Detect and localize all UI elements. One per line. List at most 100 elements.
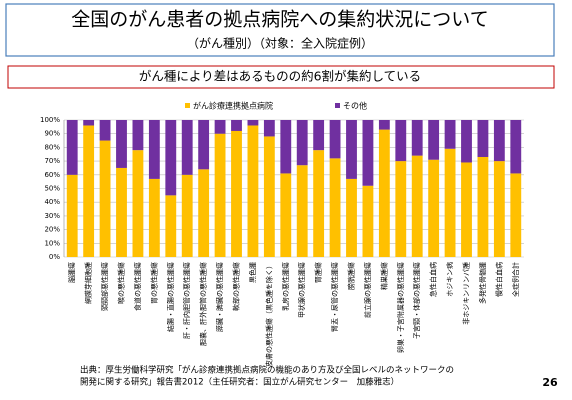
- bar-segment: [461, 162, 472, 257]
- legend-label: がん診療連携拠点病院: [193, 101, 273, 111]
- bar-segment: [83, 120, 95, 126]
- y-tick-label: 40%: [44, 198, 60, 206]
- bar-segment: [313, 150, 325, 257]
- bar-segment: [263, 136, 275, 257]
- bar-segment: [165, 120, 177, 196]
- x-tick-label: 膀胱腫瘍: [347, 262, 356, 290]
- x-tick-label: 慢性白血病: [494, 262, 503, 297]
- bar-segment: [231, 120, 242, 131]
- bar-segment: [329, 120, 341, 159]
- bar-segment: [444, 120, 456, 149]
- bar-segment: [493, 161, 505, 257]
- bar-segment: [362, 185, 374, 257]
- x-tick-label: 腎腫瘍: [314, 262, 323, 283]
- x-tick-label: 軟部の悪性腫瘍: [232, 262, 241, 311]
- title: 全国のがん患者の拠点病院への集約状況について: [71, 9, 488, 31]
- bar-segment: [148, 120, 160, 179]
- bar-segment: [148, 178, 160, 257]
- source: 開発に関する研究」報告書2012（主任研究者：国立がん研究センター 加藤雅志）: [80, 377, 399, 388]
- bar-segment: [66, 120, 78, 175]
- x-tick-label: 急性白血病: [429, 262, 438, 297]
- x-tick-label: 肝・肝内胆管の悪性腫瘍: [182, 262, 191, 339]
- y-tick-label: 50%: [44, 185, 60, 193]
- x-tick-label: ホジキン病: [445, 262, 454, 297]
- x-tick-label: 全症例合計: [511, 262, 520, 297]
- x-tick-label: 精巣腫瘍: [379, 262, 388, 290]
- legend-label: その他: [343, 101, 367, 111]
- bar-segment: [346, 178, 357, 257]
- y-tick-label: 90%: [44, 130, 60, 138]
- x-tick-label: 頭頸部悪性腫瘍: [100, 262, 109, 311]
- bar-segment: [428, 120, 440, 160]
- x-tick-label: 非ホジキンリンパ腫: [462, 262, 471, 325]
- x-tick-label: 喉の悪性腫瘍: [117, 262, 126, 304]
- legend-swatch: [185, 103, 190, 108]
- bar-segment: [346, 120, 357, 179]
- x-tick-label: 黒色腫: [248, 262, 257, 283]
- y-tick-label: 30%: [44, 212, 60, 220]
- bar-segment: [198, 169, 210, 257]
- bar-segment: [132, 120, 144, 151]
- x-tick-label: 結腸・直腸の悪性腫瘍: [166, 262, 175, 332]
- bar-segment: [214, 120, 226, 134]
- bar-segment: [411, 120, 423, 156]
- bar-segment: [444, 148, 456, 257]
- x-tick-label: 食道の悪性腫瘍: [133, 262, 142, 311]
- x-tick-label: 胆嚢、肝外胆管の悪性腫瘍: [199, 262, 208, 346]
- x-tick-label: 子宮頸・体部の悪性腫瘍: [412, 262, 421, 339]
- source: 出典：厚生労働科学研究「がん診療連携拠点病院の機能のあり方及び全国レベルのネット…: [80, 365, 454, 376]
- x-tick-label: 多発性骨髄腫: [478, 262, 487, 304]
- x-tick-label: 網膜芽細胞腫: [84, 262, 93, 304]
- bar-segment: [116, 120, 127, 168]
- bar-segment: [66, 174, 78, 257]
- bar-segment: [378, 129, 390, 257]
- bar-segment: [395, 161, 407, 257]
- bar-segment: [99, 140, 111, 257]
- bar-segment: [165, 195, 177, 257]
- bar-segment: [510, 120, 522, 174]
- bar-segment: [477, 156, 489, 257]
- bar-segment: [411, 155, 423, 257]
- bar-segment: [378, 120, 390, 130]
- bar-segment: [395, 120, 407, 162]
- bar-segment: [510, 173, 522, 257]
- bar-segment: [461, 120, 472, 163]
- y-tick-label: 20%: [44, 226, 60, 234]
- bar-segment: [329, 158, 341, 257]
- x-tick-label: 前立腺の悪性腫瘍: [363, 262, 372, 318]
- bar-segment: [280, 120, 292, 174]
- bar-segment: [296, 165, 308, 257]
- banner-box: [7, 65, 555, 89]
- x-tick-label: 皮膚の悪性腫瘍（黒色腫を除く）: [264, 262, 273, 367]
- banner: がん種により差はあるものの約6割が集約している: [139, 69, 421, 84]
- bar-segment: [214, 133, 226, 257]
- bar-segment: [247, 125, 259, 257]
- bar-segment: [116, 167, 127, 257]
- y-tick-label: 10%: [44, 239, 60, 247]
- bar-segment: [83, 125, 95, 257]
- y-tick-label: 70%: [44, 157, 60, 165]
- bar-segment: [477, 120, 489, 157]
- y-tick-label: 60%: [44, 171, 60, 179]
- bar-segment: [181, 174, 193, 257]
- bar-segment: [362, 120, 374, 186]
- title-box: [5, 3, 555, 57]
- bar-segment: [247, 120, 259, 126]
- bar-segment: [181, 120, 193, 175]
- y-tick-label: 0%: [49, 253, 60, 261]
- bar-segment: [99, 120, 111, 141]
- x-tick-label: 腎盂・尿管の悪性腫瘍: [330, 262, 339, 332]
- bar-segment: [313, 120, 325, 151]
- page-number: 26: [542, 376, 558, 389]
- x-tick-label: 膵臓・脾臓の悪性腫瘍: [215, 262, 224, 332]
- x-tick-label: 卵巣・子宮附属器の悪性腫瘍: [396, 262, 405, 353]
- x-tick-label: 胃の悪性腫瘍: [149, 262, 158, 304]
- bar-segment: [132, 150, 144, 257]
- y-tick-label: 80%: [44, 143, 60, 151]
- bar-segment: [493, 120, 505, 162]
- bar-segment: [263, 120, 275, 137]
- x-tick-label: 甲状腺の悪性腫瘍: [297, 262, 306, 318]
- bar-segment: [198, 120, 210, 170]
- bar-segment: [296, 120, 308, 166]
